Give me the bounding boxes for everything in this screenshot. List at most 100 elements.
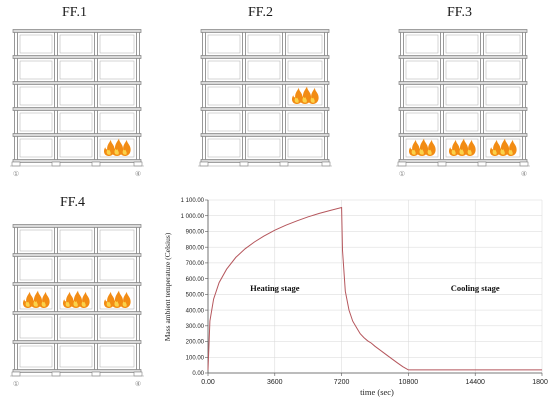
column: [94, 225, 98, 374]
x-tick-label: 0.00: [201, 379, 215, 386]
wall-panel: [59, 287, 93, 310]
y-tick-label: 300.00: [186, 324, 205, 330]
wall-panel: [405, 112, 439, 132]
wall-panel: [445, 34, 479, 54]
y-tick-label: 400.00: [186, 308, 205, 314]
wall-panel: [99, 316, 135, 339]
column: [440, 30, 444, 164]
slab: [200, 159, 330, 163]
wall-panel: [445, 86, 479, 106]
wall-panel: [59, 112, 93, 132]
slab: [398, 29, 528, 33]
wall-panel: [207, 86, 241, 106]
wall-panel: [207, 34, 241, 54]
footing: [11, 371, 21, 377]
wall-panel: [99, 229, 135, 252]
frame-title: FF.3: [447, 5, 472, 20]
temperature-chart-panel: 0.00 100.00 200.00 300.00 400.00 500.00 600.00…: [160, 190, 550, 399]
heating-stage-label: Heating stage: [250, 283, 300, 293]
chart-axes: [207, 200, 542, 374]
slab: [12, 81, 142, 85]
temperature-series-line: [207, 206, 542, 371]
wall-panel: [99, 287, 135, 310]
footing: [397, 161, 407, 167]
grid-axis-marker: ①: [13, 380, 19, 388]
y-tick-label: 800.00: [186, 245, 205, 251]
footing: [477, 161, 487, 167]
footing: [239, 161, 249, 167]
slab: [12, 107, 142, 111]
column: [54, 30, 58, 164]
slab: [12, 369, 142, 373]
x-tick-label: 14400: [465, 379, 485, 386]
slab: [398, 133, 528, 137]
wall-panel: [207, 138, 241, 158]
wall-panel: [59, 229, 93, 252]
slab: [200, 107, 330, 111]
slab: [200, 133, 330, 137]
column: [324, 30, 328, 164]
fire-icon: [490, 138, 517, 156]
y-tick-label: 700.00: [186, 261, 205, 267]
slab: [12, 159, 142, 163]
wall-panel: [445, 138, 479, 158]
wall-panel: [99, 34, 135, 54]
wall-panel: [485, 112, 521, 132]
fire-icon: [104, 138, 131, 156]
wall-panel: [207, 60, 241, 80]
x-tick-label: 3600: [267, 379, 283, 386]
wall-panel: [405, 138, 439, 158]
footing: [91, 371, 101, 377]
y-tick-label: 900.00: [186, 230, 205, 236]
wall-panel: [59, 345, 93, 368]
y-axis-label: Mass ambient temperature (Celsius): [163, 232, 172, 341]
wall-panel: [405, 34, 439, 54]
slab: [12, 133, 142, 137]
footing: [133, 161, 143, 167]
footing: [279, 161, 289, 167]
slab: [12, 55, 142, 59]
fire-icon: [63, 290, 90, 308]
wall-panel: [59, 86, 93, 106]
y-tick-label: 100.00: [186, 355, 205, 361]
wall-panel: [99, 258, 135, 281]
wall-panel: [207, 112, 241, 132]
y-tick-label: 0.00: [192, 371, 204, 377]
wall-panel: [485, 86, 521, 106]
wall-panel: [485, 138, 521, 158]
footing: [519, 161, 529, 167]
footing: [51, 371, 61, 377]
grid-axis-marker: ④: [521, 170, 527, 178]
column: [282, 30, 286, 164]
frame-title: FF.2: [248, 5, 273, 20]
fire-icon: [409, 138, 436, 156]
wall-panel: [99, 138, 135, 158]
wall-panel: [287, 138, 323, 158]
wall-panel: [485, 34, 521, 54]
column: [242, 30, 246, 164]
slab: [12, 282, 142, 286]
footing: [133, 371, 143, 377]
y-tick-label: 600.00: [186, 277, 205, 283]
wall-panel: [485, 60, 521, 80]
wall-panel: [19, 258, 53, 281]
slab: [398, 107, 528, 111]
building-frame-elevation: [198, 29, 332, 167]
wall-panel: [59, 316, 93, 339]
column: [136, 30, 140, 164]
footing: [321, 161, 331, 167]
y-tick-label: 500.00: [186, 293, 205, 299]
wall-panel: [59, 34, 93, 54]
wall-panel: [247, 86, 281, 106]
grid-axis-marker: ①: [13, 170, 19, 178]
wall-panel: [287, 112, 323, 132]
frame-panel-ff2: FF.2: [196, 0, 336, 185]
slab: [12, 224, 142, 228]
wall-panel: [99, 86, 135, 106]
wall-panel: [247, 34, 281, 54]
chart-annotations: Heating stage Cooling stage: [250, 283, 500, 293]
